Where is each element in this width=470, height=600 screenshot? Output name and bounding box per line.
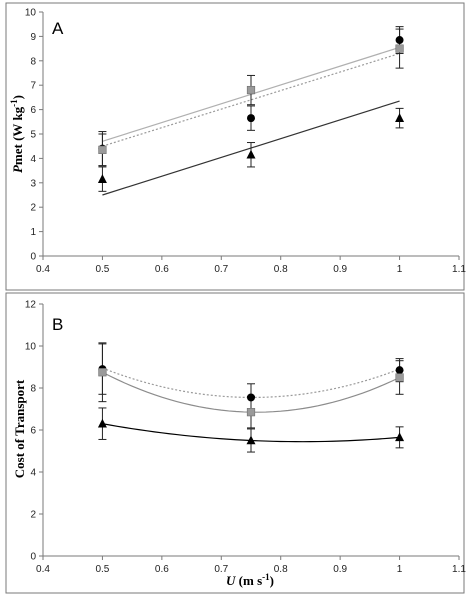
panel-a-square-point [98, 145, 107, 154]
panel-b-circle-point [247, 393, 255, 402]
panel-b-x-tick-label: 0.4 [36, 564, 50, 575]
panel-b-triangle-point [246, 435, 256, 445]
panel-b-y-tick-label: 0 [30, 552, 36, 563]
panel-a-x-tick-label: 0.4 [36, 264, 50, 275]
panel-b-y-tick-label: 2 [30, 510, 36, 521]
panel-b-y-tick-label: 10 [25, 342, 37, 353]
panel-a-y-tick-label: 1 [30, 227, 36, 238]
panel-a-y-tick-label: 8 [30, 56, 36, 67]
panel-a-x-tick-label: 0.8 [274, 264, 288, 275]
panel-a-y-axis-title: Pmet (W kg-1) [9, 95, 25, 173]
panel-a-x-tick-label: 0.6 [155, 264, 169, 275]
panel-b-y-tick-label: 6 [30, 426, 36, 437]
panel-a-y-tick-label: 7 [30, 81, 36, 92]
panel-b-x-tick-label: 0.9 [333, 564, 347, 575]
panel-a-y-title-prefix: P [10, 164, 25, 173]
panel-b-x-tick-label: 1.1 [452, 564, 466, 575]
panel-a-square-point [395, 44, 404, 53]
panel-b-frame [5, 292, 465, 594]
panel-b-x-tick-label: 1 [397, 564, 403, 575]
panel-a-y-tick-label: 3 [30, 178, 36, 189]
panel-b-square-point [246, 408, 256, 417]
panel-b-circle-point [395, 366, 404, 375]
panel-a-x-tick-label: 0.5 [95, 264, 109, 275]
panel-a-y-tick-label: 4 [30, 154, 36, 165]
panel-b-y-tick-label: 12 [25, 300, 37, 311]
panel-b-square-point [395, 373, 404, 382]
panel-b-points [97, 365, 405, 445]
panel-b-ticks: 0.4 0.5 0.6 0.7 0.8 0.9 1 1.1 0 2 4 6 8 10 12 [25, 300, 467, 576]
panel-b-x-tick-label: 0.6 [155, 564, 169, 575]
panel-a-x-tick-label: 0.9 [333, 264, 347, 275]
panel-a-frame [5, 2, 465, 291]
panel-a-triangle-point [395, 113, 405, 122]
panel-a: 0.4 0.5 0.6 0.7 0.8 0.9 1 1.1 0 1 2 3 4 5 6 7 8 9 10 A Pme… [5, 2, 467, 291]
panel-b-triangle-point [395, 432, 405, 442]
panel-a-y-tick-label: 0 [30, 252, 36, 263]
panel-b-x-tick-label: 0.5 [95, 564, 109, 575]
panel-b-x-tick-label: 0.7 [214, 564, 228, 575]
panel-b-x-title-exp: -1 [262, 572, 270, 582]
panel-b-label: B [52, 315, 63, 334]
panel-a-x-tick-label: 1.1 [452, 264, 466, 275]
panel-b-x-tick-label: 0.8 [274, 564, 288, 575]
panel-a-ticks: 0.4 0.5 0.6 0.7 0.8 0.9 1 1.1 0 1 2 3 4 5 6 7 8 9 10 [25, 8, 467, 276]
panel-a-y-title-exp: -1 [9, 99, 19, 107]
panel-a-triangle-point [97, 174, 107, 183]
panel-b-square-point [98, 368, 107, 377]
panel-a-x-tick-label: 1 [397, 264, 403, 275]
panel-a-y-tick-label: 10 [25, 8, 37, 19]
panel-a-label: A [52, 19, 64, 38]
panel-a-x-tick-label: 0.7 [214, 264, 228, 275]
panel-a-y-title-suffix: met (W kg [10, 106, 25, 165]
panel-a-y-tick-label: 2 [30, 203, 36, 214]
panel-a-y-tick-label: 5 [30, 130, 36, 141]
panel-b-y-tick-label: 8 [30, 384, 36, 395]
panel-b-y-axis-title: Cost of Transport [12, 379, 27, 478]
panel-b-x-title-close: ) [270, 573, 274, 588]
panel-a-circle-point [247, 114, 255, 123]
panel-b-y-tick-label: 4 [30, 468, 36, 479]
panel-b-triangle-point [97, 418, 107, 428]
panel-a-y-title-close: ) [10, 95, 25, 99]
panel-b-x-title-suffix: (m s [235, 573, 262, 588]
panel-a-y-tick-label: 6 [30, 105, 36, 116]
panel-a-circle-point [395, 36, 404, 45]
panel-a-y-tick-label: 9 [30, 32, 36, 43]
panel-a-square-point [246, 85, 256, 95]
panel-a-triangle-point [246, 149, 256, 159]
panel-b: 0.4 0.5 0.6 0.7 0.8 0.9 1 1.1 0 2 4 6 8 10 12 B Cost o… [5, 292, 467, 594]
panel-b-x-title-prefix: U [226, 573, 236, 588]
panel-a-points [97, 36, 405, 183]
panel-b-x-axis-title: U (m s-1) [226, 572, 274, 588]
